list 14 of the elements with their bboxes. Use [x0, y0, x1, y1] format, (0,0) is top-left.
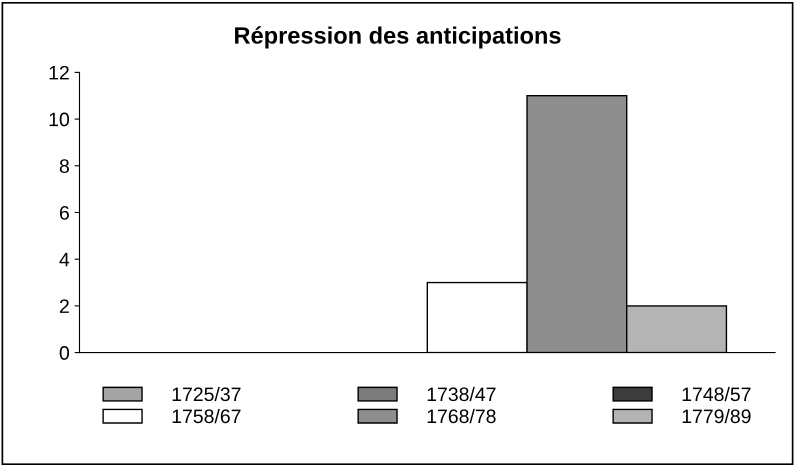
- legend-label: 1738/47: [428, 386, 496, 402]
- legend-label: 1725/37: [172, 386, 241, 402]
- y-tick-label: 12: [50, 66, 69, 80]
- y-tick-label: 0: [60, 346, 70, 360]
- y-tick-label: 4: [59, 252, 70, 266]
- y-tick-label: 2: [60, 299, 69, 313]
- chart-title: Répression des anticipations: [235, 26, 561, 48]
- y-tick-label: 6: [60, 206, 69, 220]
- legend-label: 1758/67: [172, 408, 241, 424]
- y-tick-label: 8: [60, 159, 69, 174]
- y-tick-label: 10: [50, 112, 70, 126]
- legend-label: 1768/78: [428, 408, 496, 424]
- legend-label: 1748/57: [682, 386, 751, 402]
- legend-label: 1779/89: [682, 408, 751, 424]
